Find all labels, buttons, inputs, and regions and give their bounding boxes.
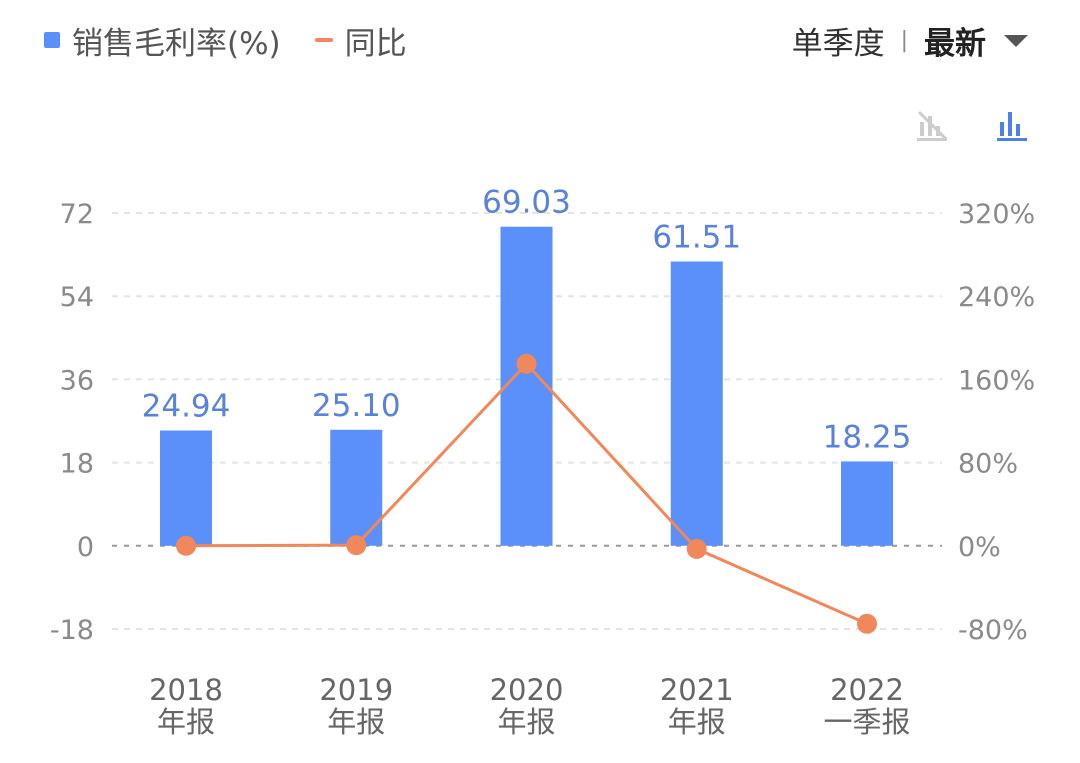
legend-line-label: 同比 xyxy=(344,25,407,62)
left-tick-label: 72 xyxy=(60,199,94,230)
bar xyxy=(500,226,553,546)
category-label-line: 一季报 xyxy=(823,705,910,739)
bar xyxy=(330,429,383,546)
bar-data-label: 69.03 xyxy=(482,185,571,221)
period-toggle[interactable]: 单季度 xyxy=(791,25,885,62)
yoy-point xyxy=(176,535,196,556)
right-axis-ticks: 320% 240% 160% 80% 0% -80% xyxy=(958,199,1035,646)
controls-separator: | xyxy=(900,27,908,53)
yoy-line-series xyxy=(176,353,877,634)
bar-chart-icon[interactable] xyxy=(994,108,1030,144)
category-label: 2020 年报 xyxy=(490,673,564,739)
yoy-point xyxy=(516,353,537,374)
category-label-line: 2022 xyxy=(830,673,904,707)
left-axis-ticks: 72 54 36 18 0 -18 xyxy=(50,199,94,646)
left-tick-label: 18 xyxy=(60,449,94,480)
bar xyxy=(841,461,893,546)
yoy-point xyxy=(346,535,367,556)
left-tick-label: -18 xyxy=(50,615,94,646)
legend-item-bar[interactable]: 销售毛利率(%) xyxy=(44,18,281,63)
chart-view-toggle xyxy=(870,108,1030,144)
bar-data-label: 25.10 xyxy=(312,388,401,424)
right-tick-label: 320% xyxy=(958,199,1035,230)
bar-data-labels: 24.94 25.10 69.03 61.51 18.25 xyxy=(142,185,912,456)
bar-series xyxy=(160,226,893,546)
bar xyxy=(670,261,723,546)
line-chart-off-icon[interactable] xyxy=(914,108,950,144)
category-label-line: 年报 xyxy=(157,705,215,739)
yoy-point xyxy=(857,613,877,634)
bar-data-label: 24.94 xyxy=(142,389,231,425)
legend-item-line[interactable]: 同比 xyxy=(314,18,407,63)
category-label: 2022 一季报 xyxy=(823,673,910,739)
right-tick-label: -80% xyxy=(958,615,1028,646)
legend-bar-label: 销售毛利率(%) xyxy=(72,25,281,62)
category-label-line: 2018 xyxy=(149,673,223,707)
legend-bar-swatch xyxy=(44,32,60,48)
period-controls: 单季度 | 最新 xyxy=(792,18,1028,62)
left-tick-label: 36 xyxy=(60,365,94,396)
left-tick-label: 0 xyxy=(77,532,94,563)
right-tick-label: 0% xyxy=(958,532,1001,563)
category-label-line: 年报 xyxy=(497,705,555,739)
category-label-line: 2020 xyxy=(490,673,564,707)
right-tick-label: 80% xyxy=(958,449,1018,480)
category-label: 2021 年报 xyxy=(660,673,734,739)
category-label-line: 2019 xyxy=(319,673,393,707)
bar xyxy=(160,430,212,546)
category-label-line: 年报 xyxy=(327,705,385,739)
bar-data-label: 18.25 xyxy=(823,419,912,455)
right-tick-label: 160% xyxy=(958,365,1035,396)
legend-line-swatch xyxy=(314,38,333,42)
category-label-line: 2021 xyxy=(660,673,734,707)
category-label-line: 年报 xyxy=(668,705,726,739)
yoy-point xyxy=(686,538,707,559)
period-dropdown-value[interactable]: 最新 xyxy=(924,25,986,62)
category-label: 2019 年报 xyxy=(319,673,393,739)
right-tick-label: 240% xyxy=(958,282,1035,313)
bar-data-label: 61.51 xyxy=(652,219,741,255)
caret-down-icon[interactable] xyxy=(1004,35,1028,47)
chart-legend: 销售毛利率(%) 同比 xyxy=(44,18,441,62)
left-tick-label: 54 xyxy=(60,282,94,313)
category-label: 2018 年报 xyxy=(149,673,223,739)
